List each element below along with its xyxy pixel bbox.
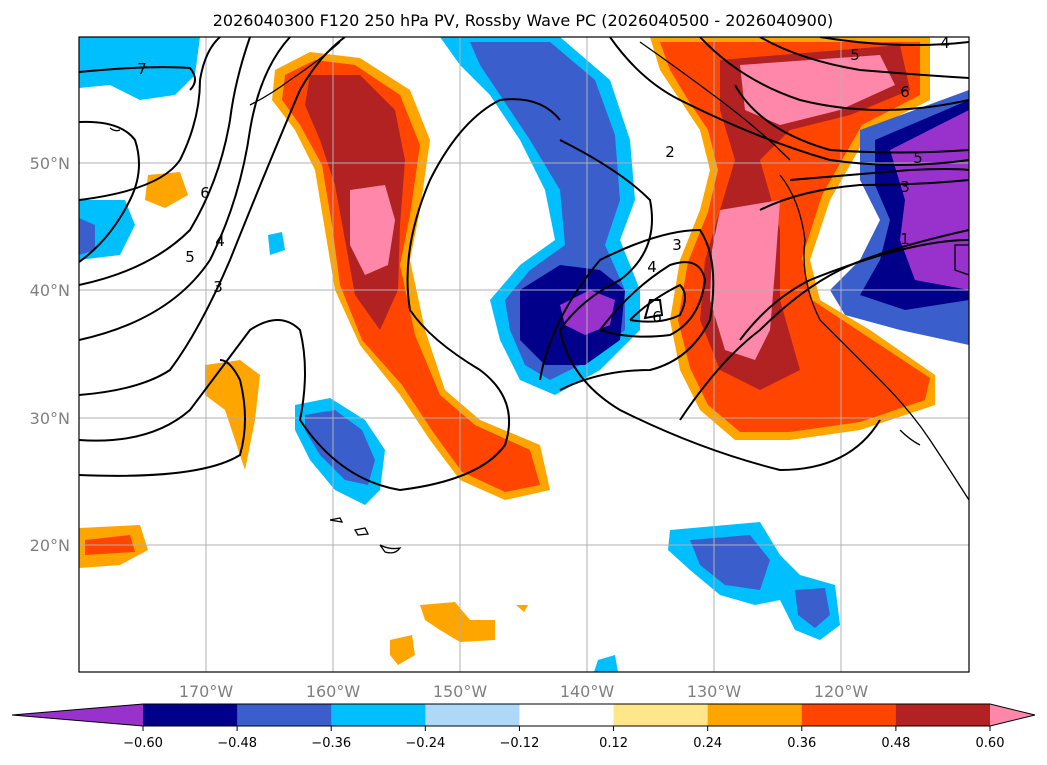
pv-shading [79,37,969,672]
colorbar-tick-label: 0.12 [599,736,628,751]
colorbar-segment [425,704,520,726]
lat-label: 20°N [30,536,70,555]
contour-label: 3 [213,278,223,296]
colorbar-segment [519,704,615,726]
contour-label: 4 [647,258,657,276]
colorbar-segment [801,704,897,726]
colorbar-tick-label: −0.48 [217,736,257,751]
contour-label: 6 [200,184,210,202]
contour-label: 1 [900,230,910,248]
colorbar-extend-max [990,704,1035,726]
contour-label: 3 [672,236,682,254]
lon-label: 130°W [687,682,742,701]
contour-label: 4 [215,232,225,250]
contour-lines [79,37,969,492]
colorbar-segment [237,704,332,726]
contour-label: 3 [900,178,910,196]
colorbar-segment [707,704,803,726]
contour-label: 5 [850,46,860,64]
contour-label: 2 [665,143,675,161]
lat-label: 50°N [30,154,70,173]
lon-label: 150°W [433,682,488,701]
contour-label: 7 [137,60,147,78]
colorbar-tick-label: −0.60 [123,736,163,751]
colorbar-tick-label: −0.12 [500,736,540,751]
map-panel: 7 6 5 4 3 2 3 4 6 5 6 5 4 3 1 [78,34,970,673]
contour-label: 6 [900,83,910,101]
colorbar-tick-label: −0.24 [405,736,445,751]
colorbar-tick-label: 0.48 [881,736,910,751]
lon-label: 140°W [560,682,615,701]
lon-label: 120°W [814,682,869,701]
lat-labels: 50°N 40°N 30°N 20°N [30,154,70,555]
colorbar-segment [895,704,991,726]
colorbar-segment [613,704,709,726]
graticule [79,37,969,672]
contour-label: 5 [913,149,923,167]
lon-label: 170°W [179,682,234,701]
colorbar-tick-label: 0.60 [976,736,1005,751]
colorbar-segment [331,704,426,726]
contour-label-group: 7 6 5 4 3 2 3 4 6 5 6 5 4 3 1 [137,34,950,326]
colorbar-tick-label: 0.24 [693,736,722,751]
colorbar-segment [143,704,238,726]
lon-labels: 170°W 160°W 150°W 140°W 130°W 120°W [179,682,869,701]
contour-label: 6 [652,308,662,326]
lat-label: 30°N [30,409,70,428]
colorbar-tick-label: −0.36 [311,736,351,751]
coastlines [109,41,969,554]
colorbar: −0.60 −0.48 −0.36 −0.24 −0.12 0.12 0.24 0.36 0.4… [11,703,1036,751]
lat-label: 40°N [30,281,70,300]
colorbar-extend-min [12,704,143,726]
figure-title: 2026040300 F120 250 hPa PV, Rossby Wave … [213,11,834,30]
lon-label: 160°W [306,682,361,701]
colorbar-tick-label: 0.36 [787,736,816,751]
map-frame [78,36,970,673]
contour-label: 5 [185,248,195,266]
contour-label: 4 [940,34,950,52]
